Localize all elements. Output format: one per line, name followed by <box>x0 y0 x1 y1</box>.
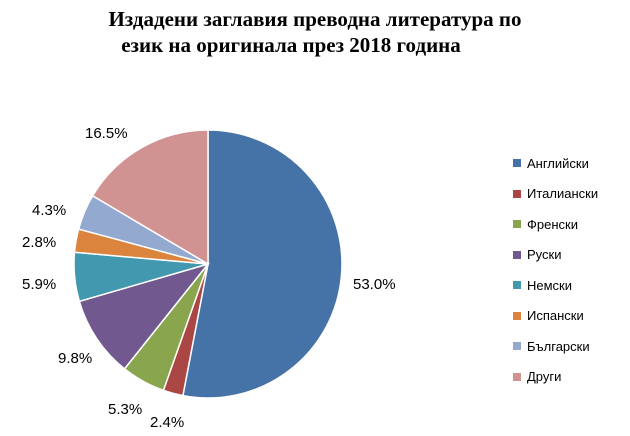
legend-item-8: Други <box>513 362 598 393</box>
legend-label-5: Немски <box>527 277 573 293</box>
pie-slice-8 <box>91 129 209 266</box>
slice-label-4: 9.8% <box>58 350 92 367</box>
legend-item-3: Френски <box>513 209 598 240</box>
legend-item-1: Английски <box>513 148 598 179</box>
legend-item-2: Италиански <box>513 179 598 210</box>
legend-label-2: Италиански <box>527 186 599 202</box>
legend-swatch-3 <box>513 220 521 229</box>
legend-swatch-2 <box>513 189 521 198</box>
legend-label-4: Руски <box>527 247 562 263</box>
chart-title-line-1: Издадени заглавия преводна литература по <box>108 7 522 31</box>
slice-label-8: 16.5% <box>85 125 128 142</box>
legend-swatch-6 <box>513 311 521 320</box>
legend-swatch-5 <box>513 281 521 290</box>
legend-label-1: Английски <box>527 155 589 171</box>
legend-label-8: Други <box>527 369 562 385</box>
slice-label-1: 53.0% <box>353 276 396 293</box>
chart-title: Издадени заглавия преводна литература по… <box>0 6 630 58</box>
legend-item-4: Руски <box>513 240 598 271</box>
slice-label-5: 5.9% <box>22 276 56 293</box>
legend-item-6: Испански <box>513 301 598 332</box>
slice-label-2: 2.4% <box>150 414 184 431</box>
pie-labels: 53.0% 2.4% 5.3% 9.8% 5.9% 2.8% 4.3% 16.5% <box>22 125 396 431</box>
legend-label-3: Френски <box>527 216 578 232</box>
pie-slices <box>73 129 343 399</box>
legend-swatch-4 <box>513 250 521 259</box>
pie-slice-4 <box>78 262 211 370</box>
slice-label-7: 4.3% <box>32 202 66 219</box>
legend-item-7: Български <box>513 331 598 362</box>
slice-label-3: 5.3% <box>108 401 142 418</box>
slice-label-6: 2.8% <box>22 234 56 251</box>
legend-label-6: Испански <box>527 308 584 324</box>
legend-swatch-1 <box>513 159 521 168</box>
chart-title-line-2: език на оригинала през 2018 година <box>121 33 461 57</box>
legend-item-5: Немски <box>513 270 598 301</box>
legend: Английски Италиански Френски Руски Немски Исп… <box>513 148 598 392</box>
pie-slice-1 <box>182 129 343 399</box>
legend-swatch-8 <box>513 372 521 381</box>
legend-swatch-7 <box>513 342 521 351</box>
legend-label-7: Български <box>527 338 590 354</box>
